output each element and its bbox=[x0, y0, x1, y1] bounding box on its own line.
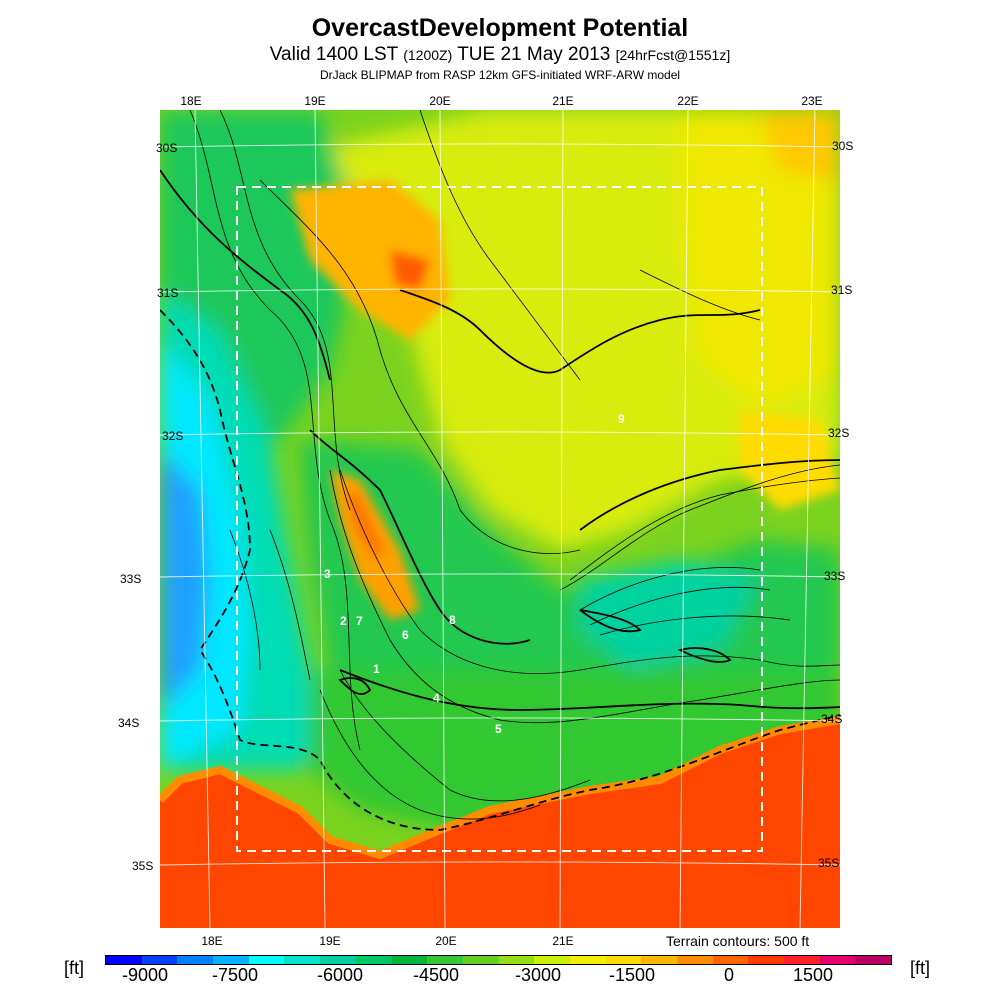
colorbar-segment bbox=[284, 956, 321, 964]
field-orange-corner bbox=[760, 110, 840, 180]
coastline bbox=[160, 309, 840, 831]
field-red-ridge bbox=[345, 490, 385, 560]
field-ocean-deep bbox=[160, 450, 210, 710]
station-label-3: 3 bbox=[324, 567, 331, 581]
domain-box bbox=[236, 186, 763, 852]
colorbar-segment bbox=[677, 956, 713, 964]
colorbar-segment bbox=[391, 956, 428, 964]
lon-top-23e: 23E bbox=[801, 94, 823, 108]
terrain-contours bbox=[189, 110, 840, 820]
field-red-north bbox=[390, 250, 430, 290]
lat-right-33s: 33S bbox=[824, 569, 846, 583]
station-label-5: 5 bbox=[495, 722, 502, 736]
lat-left-31s: 31S bbox=[157, 286, 179, 300]
forecast-map: 1 2 3 4 5 6 7 8 9 bbox=[160, 110, 840, 928]
colorbar-tick: -9000 bbox=[121, 965, 169, 985]
lat-left-30s: 30S bbox=[156, 141, 178, 155]
lat-left-33s: 33S bbox=[120, 572, 142, 586]
colorbar-segment bbox=[498, 956, 535, 964]
colorbar-segment bbox=[641, 956, 677, 964]
utc-time: (1200Z) bbox=[403, 47, 453, 63]
station-label-6: 6 bbox=[402, 628, 409, 642]
graticule bbox=[160, 110, 840, 928]
colorbar-segment bbox=[427, 956, 463, 964]
station-label-9: 9 bbox=[618, 412, 625, 426]
colorbar-segment bbox=[462, 956, 499, 964]
lat-right-30s: 30S bbox=[832, 139, 854, 153]
colorbar-segment bbox=[819, 956, 856, 964]
terrain-note: Terrain contours: 500 ft bbox=[666, 933, 810, 949]
colorbar-segment bbox=[106, 956, 142, 964]
forecast-date: TUE 21 May 2013 bbox=[457, 44, 611, 65]
colorbar-segment bbox=[141, 956, 178, 964]
colorbar-segment bbox=[177, 956, 214, 964]
colorbar-segment bbox=[213, 956, 249, 964]
colorbar-segment bbox=[534, 956, 570, 964]
colorbar-segment bbox=[569, 956, 606, 964]
lon-bottom-21e: 21E bbox=[552, 934, 574, 948]
valid-time: Valid 1400 LST bbox=[269, 44, 398, 65]
lon-bottom-18e: 18E bbox=[201, 934, 223, 948]
lon-bottom-20e: 20E bbox=[435, 934, 457, 948]
colorbar-segment bbox=[320, 956, 356, 964]
terrain-contours-bold bbox=[160, 169, 840, 711]
lat-left-34s: 34S bbox=[118, 716, 140, 730]
lon-top-19e: 19E bbox=[304, 94, 326, 108]
colorbar-tick: 1500 bbox=[792, 965, 834, 985]
units-left: [ft] bbox=[64, 958, 85, 978]
field-yellow-bright bbox=[680, 110, 840, 410]
colorbar-tick: 0 bbox=[723, 965, 735, 985]
station-label-1: 1 bbox=[373, 662, 380, 676]
station-label-4: 4 bbox=[433, 691, 440, 705]
lon-bottom-19e: 19E bbox=[319, 934, 341, 948]
station-label-7: 7 bbox=[356, 614, 363, 628]
map-source: DrJack BLIPMAP from RASP 12km GFS-initia… bbox=[319, 68, 681, 82]
colorbar-tick: -3000 bbox=[514, 965, 562, 985]
colorbar bbox=[105, 955, 892, 965]
colorbar-tick: -7500 bbox=[211, 965, 259, 985]
lon-top-18e: 18E bbox=[180, 94, 202, 108]
field-red-south bbox=[160, 720, 840, 928]
colorbar-segment bbox=[712, 956, 749, 964]
station-label-8: 8 bbox=[449, 613, 456, 627]
lat-left-35s: 35S bbox=[132, 859, 154, 873]
colorbar-tick: -6000 bbox=[316, 965, 364, 985]
map-title: OvercastDevelopment Potential bbox=[311, 14, 689, 42]
colorbar-segment bbox=[605, 956, 642, 964]
colorbar-segment bbox=[748, 956, 785, 964]
colorbar-segment bbox=[355, 956, 392, 964]
units-right: [ft] bbox=[910, 958, 931, 978]
colorbar-segment bbox=[248, 956, 285, 964]
map-subtitle: Valid 1400 LST (1200Z) TUE 21 May 2013 [… bbox=[0, 44, 1000, 66]
colorbar-segment bbox=[855, 956, 892, 964]
field-orange-north bbox=[290, 180, 450, 340]
colorbar-segment bbox=[784, 956, 820, 964]
field-green-south bbox=[310, 670, 840, 830]
lat-right-31s: 31S bbox=[831, 283, 853, 297]
lat-right-32s: 32S bbox=[828, 426, 850, 440]
station-label-2: 2 bbox=[340, 614, 347, 628]
lon-top-22e: 22E bbox=[677, 94, 699, 108]
lat-right-34s: 34S bbox=[821, 712, 843, 726]
map-field: 1 2 3 4 5 6 7 8 9 bbox=[160, 110, 840, 928]
colorbar-tick: -1500 bbox=[608, 965, 656, 985]
lat-right-35s: 35S bbox=[818, 856, 840, 870]
lat-left-32s: 32S bbox=[162, 429, 184, 443]
lon-top-20e: 20E bbox=[429, 94, 451, 108]
lon-top-21e: 21E bbox=[552, 94, 574, 108]
colorbar-tick: -4500 bbox=[412, 965, 460, 985]
forecast-run: [24hrFcst@1551z] bbox=[615, 47, 731, 63]
